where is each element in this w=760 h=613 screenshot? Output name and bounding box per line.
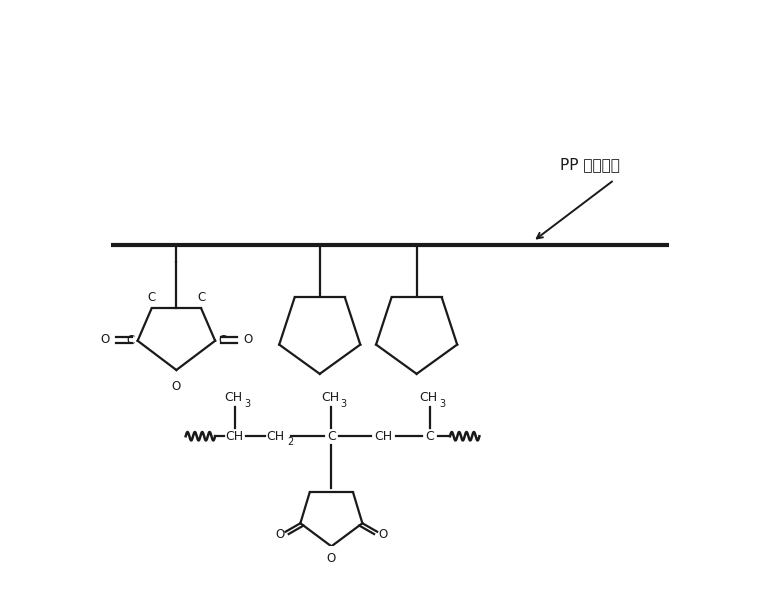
Text: CH: CH xyxy=(224,391,242,404)
Text: 3: 3 xyxy=(244,398,250,408)
Text: O: O xyxy=(378,528,387,541)
Text: O: O xyxy=(100,333,109,346)
Text: C: C xyxy=(197,291,205,304)
Text: C: C xyxy=(426,430,434,443)
Text: C: C xyxy=(147,291,156,304)
Text: O: O xyxy=(327,552,336,565)
Text: CH: CH xyxy=(226,430,243,443)
Text: CH: CH xyxy=(267,430,285,443)
Text: O: O xyxy=(276,528,285,541)
Text: CH: CH xyxy=(374,430,392,443)
Text: O: O xyxy=(243,333,252,346)
Text: 3: 3 xyxy=(340,398,347,408)
Text: C: C xyxy=(327,430,336,443)
Text: PP 공중합체: PP 공중합체 xyxy=(560,157,620,172)
Text: C: C xyxy=(218,334,226,347)
Text: 2: 2 xyxy=(287,436,293,447)
Text: CH: CH xyxy=(420,391,437,404)
Text: CH: CH xyxy=(321,391,339,404)
Text: C: C xyxy=(126,334,135,347)
Text: O: O xyxy=(172,380,181,393)
Text: 3: 3 xyxy=(439,398,445,408)
